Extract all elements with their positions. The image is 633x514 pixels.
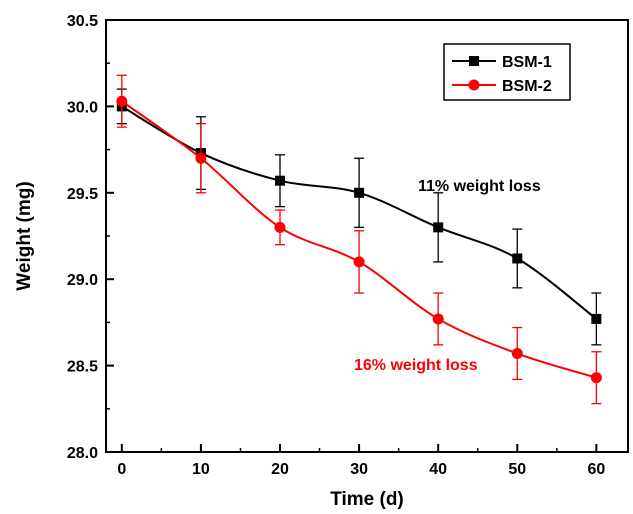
legend-marker-bsm-1 (469, 56, 479, 66)
series-bsm-1 (116, 88, 602, 346)
x-tick-label: 0 (117, 461, 126, 478)
x-tick-label: 30 (350, 461, 368, 478)
x-tick-label: 40 (429, 461, 447, 478)
y-axis-title: Weight (mg) (14, 181, 35, 290)
data-point-bsm-2 (274, 221, 286, 233)
y-tick-label: 30.5 (67, 13, 98, 30)
x-axis-title: Time (d) (330, 489, 404, 510)
data-point-bsm-2 (590, 372, 602, 384)
data-point-bsm-2 (432, 313, 444, 325)
legend-label-bsm-2: BSM-2 (502, 78, 552, 95)
x-tick-label: 60 (587, 461, 605, 478)
series-layer (116, 74, 602, 405)
legend-label-bsm-1: BSM-1 (502, 54, 552, 71)
data-point-bsm-2 (116, 95, 128, 107)
annotation-bsm-1-loss: 11% weight loss (418, 178, 541, 195)
data-point-bsm-1 (591, 313, 602, 324)
series-bsm-2 (116, 74, 602, 405)
y-tick-label: 30.0 (67, 99, 98, 116)
legend: BSM-1 BSM-2 (443, 43, 571, 101)
data-point-bsm-1 (354, 187, 365, 198)
legend-box (443, 43, 571, 101)
x-tick-label: 20 (271, 461, 289, 478)
y-tick-label: 28.5 (67, 359, 98, 376)
data-point-bsm-1 (433, 222, 444, 233)
data-point-bsm-2 (195, 152, 207, 164)
x-tick-label: 10 (192, 461, 210, 478)
y-tick-label: 29.5 (67, 186, 98, 203)
annotation-bsm-2-loss: 16% weight loss (354, 357, 478, 374)
y-axis: 28.0 28.5 29.0 29.5 30.0 30.5 (67, 13, 114, 462)
y-tick-label: 28.0 (67, 445, 98, 462)
x-axis: 0 10 20 30 40 50 60 (117, 444, 605, 478)
data-point-bsm-1 (275, 175, 285, 186)
x-tick-label: 50 (508, 461, 526, 478)
data-point-bsm-2 (511, 348, 523, 360)
legend-marker-bsm-2 (468, 79, 480, 91)
data-point-bsm-1 (512, 253, 523, 264)
y-tick-label: 29.0 (67, 272, 98, 289)
data-point-bsm-2 (353, 256, 365, 268)
